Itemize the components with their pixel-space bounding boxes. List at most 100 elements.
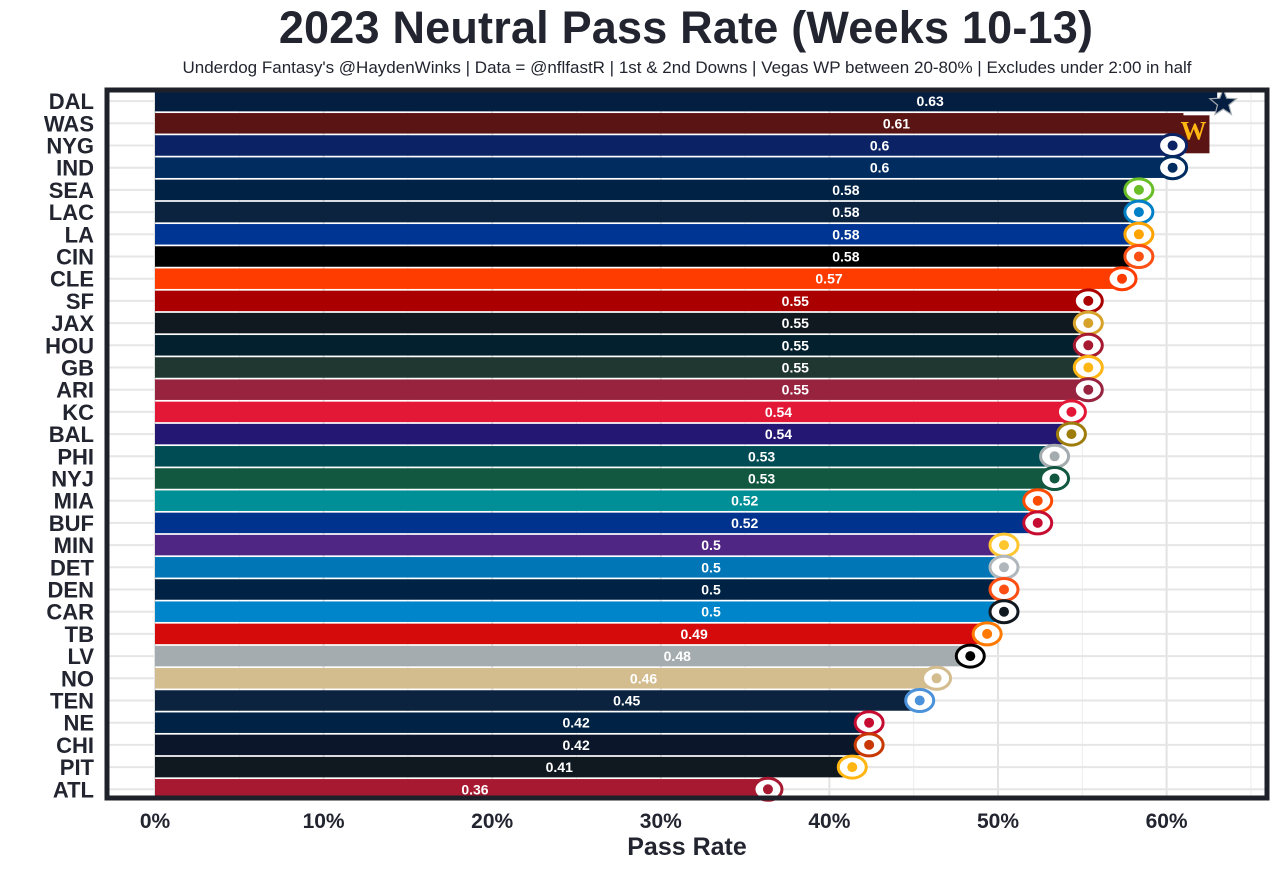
- flag-icon: [971, 621, 1003, 647]
- category-label-ind: IND: [56, 156, 94, 181]
- bar-cin: [155, 246, 1133, 267]
- category-label-det: DET: [50, 555, 95, 580]
- oval-sf-icon: [1072, 288, 1104, 314]
- value-label-cin: 0.58: [832, 249, 859, 265]
- value-label-ind: 0.6: [870, 160, 890, 176]
- bar-lv: [155, 645, 965, 667]
- bar-was: [155, 113, 1184, 134]
- category-label-phi: PHI: [57, 444, 94, 469]
- category-label-tb: TB: [65, 622, 94, 647]
- value-label-cle: 0.57: [815, 271, 842, 287]
- x-tick-label: 20%: [471, 810, 513, 833]
- bar-det: [155, 557, 998, 578]
- bar-atl: [155, 779, 762, 800]
- value-label-buf: 0.52: [731, 515, 758, 531]
- bars-group: [155, 90, 1218, 800]
- bar-la: [155, 224, 1133, 245]
- team-logos-group: W: [752, 87, 1239, 802]
- bull-icon: [1072, 332, 1104, 358]
- bar-cle: [155, 268, 1117, 289]
- hypocycloid-icon: [836, 754, 868, 780]
- bar-dal: [155, 90, 1218, 112]
- value-label-la: 0.58: [832, 226, 859, 242]
- chart-subtitle: Underdog Fantasy's @HaydenWinks | Data =…: [182, 58, 1192, 77]
- viking-icon: [988, 532, 1020, 558]
- x-tick-label: 60%: [1146, 810, 1188, 833]
- value-label-det: 0.5: [701, 559, 721, 575]
- category-label-sea: SEA: [49, 178, 94, 203]
- value-label-dal: 0.63: [917, 93, 944, 109]
- value-label-tb: 0.49: [681, 626, 708, 642]
- value-label-chi: 0.42: [562, 737, 589, 753]
- category-label-lv: LV: [68, 644, 95, 669]
- category-labels-group: DALWASNYGINDSEALACLACINCLESFJAXHOUGBARIK…: [44, 89, 95, 802]
- value-label-nyj: 0.53: [748, 471, 775, 487]
- eagle-icon: [1039, 443, 1071, 469]
- value-label-phi: 0.53: [748, 448, 775, 464]
- category-label-sf: SF: [66, 289, 94, 314]
- horse-icon: [988, 577, 1020, 602]
- value-label-bal: 0.54: [765, 426, 792, 442]
- bar-den: [155, 579, 998, 600]
- value-label-lac: 0.58: [832, 204, 859, 220]
- lion-icon: [988, 554, 1020, 580]
- category-label-ari: ARI: [56, 378, 94, 403]
- category-label-atl: ATL: [53, 777, 94, 802]
- jaguar-icon: [1072, 310, 1104, 336]
- bar-pit: [155, 756, 847, 778]
- bar-sea: [155, 179, 1133, 201]
- category-label-cle: CLE: [50, 267, 94, 292]
- category-label-kc: KC: [62, 400, 94, 425]
- x-axis-title: Pass Rate: [627, 833, 747, 861]
- value-label-ten: 0.45: [613, 693, 640, 709]
- t-circle-icon: [904, 688, 936, 713]
- category-label-chi: CHI: [56, 733, 94, 758]
- horseshoe-icon: [1157, 155, 1189, 181]
- value-label-lv: 0.48: [664, 648, 691, 664]
- buffalo-icon: [1022, 510, 1054, 536]
- bar-car: [155, 601, 998, 622]
- dolphin-icon: [1022, 488, 1054, 514]
- category-label-nyg: NYG: [46, 134, 94, 159]
- bar-kc: [155, 401, 1066, 423]
- category-label-nyj: NYJ: [51, 467, 94, 492]
- fleur-de-lis-icon: [921, 665, 953, 691]
- bar-min: [155, 534, 998, 556]
- bar-buf: [155, 512, 1032, 534]
- ram-horn-icon: [1123, 221, 1155, 247]
- category-label-ne: NE: [63, 711, 94, 736]
- category-label-buf: BUF: [49, 511, 94, 536]
- value-label-hou: 0.55: [782, 337, 809, 353]
- value-label-pit: 0.41: [546, 759, 573, 775]
- category-label-min: MIN: [54, 533, 94, 558]
- bar-nyj: [155, 468, 1049, 489]
- value-label-sea: 0.58: [832, 182, 859, 198]
- value-label-kc: 0.54: [765, 404, 792, 420]
- category-label-no: NO: [61, 666, 94, 691]
- value-labels-group: 0.63 0.61 0.6 0.6 0.58 0.58 0.58 0.58 0.57 0.55 0.…: [461, 93, 944, 797]
- c-letter-icon: [853, 732, 885, 758]
- category-label-jax: JAX: [51, 311, 94, 336]
- value-label-atl: 0.36: [461, 781, 488, 797]
- falcon-icon: [752, 776, 784, 802]
- panther-icon: [988, 599, 1020, 625]
- x-tick-label: 30%: [640, 810, 682, 833]
- value-label-ne: 0.42: [562, 715, 589, 731]
- raven-icon: [1055, 421, 1087, 447]
- plot-panel-border: [104, 87, 1270, 801]
- x-tick-label: 40%: [808, 810, 850, 833]
- category-label-ten: TEN: [50, 689, 94, 714]
- category-label-cin: CIN: [56, 245, 94, 270]
- arrowhead-icon: [1055, 399, 1087, 425]
- bolt-icon: [1123, 199, 1155, 225]
- bar-tb: [155, 623, 982, 645]
- bar-ind: [155, 157, 1167, 178]
- x-tick-labels-group: 0% 10% 20% 30% 40% 50% 60%: [140, 810, 1188, 833]
- value-label-no: 0.46: [630, 670, 657, 686]
- category-label-was: WAS: [44, 111, 94, 136]
- category-label-gb: GB: [61, 356, 94, 381]
- seahawk-icon: [1123, 177, 1155, 203]
- category-label-dal: DAL: [49, 89, 94, 114]
- star-icon: [1208, 87, 1239, 116]
